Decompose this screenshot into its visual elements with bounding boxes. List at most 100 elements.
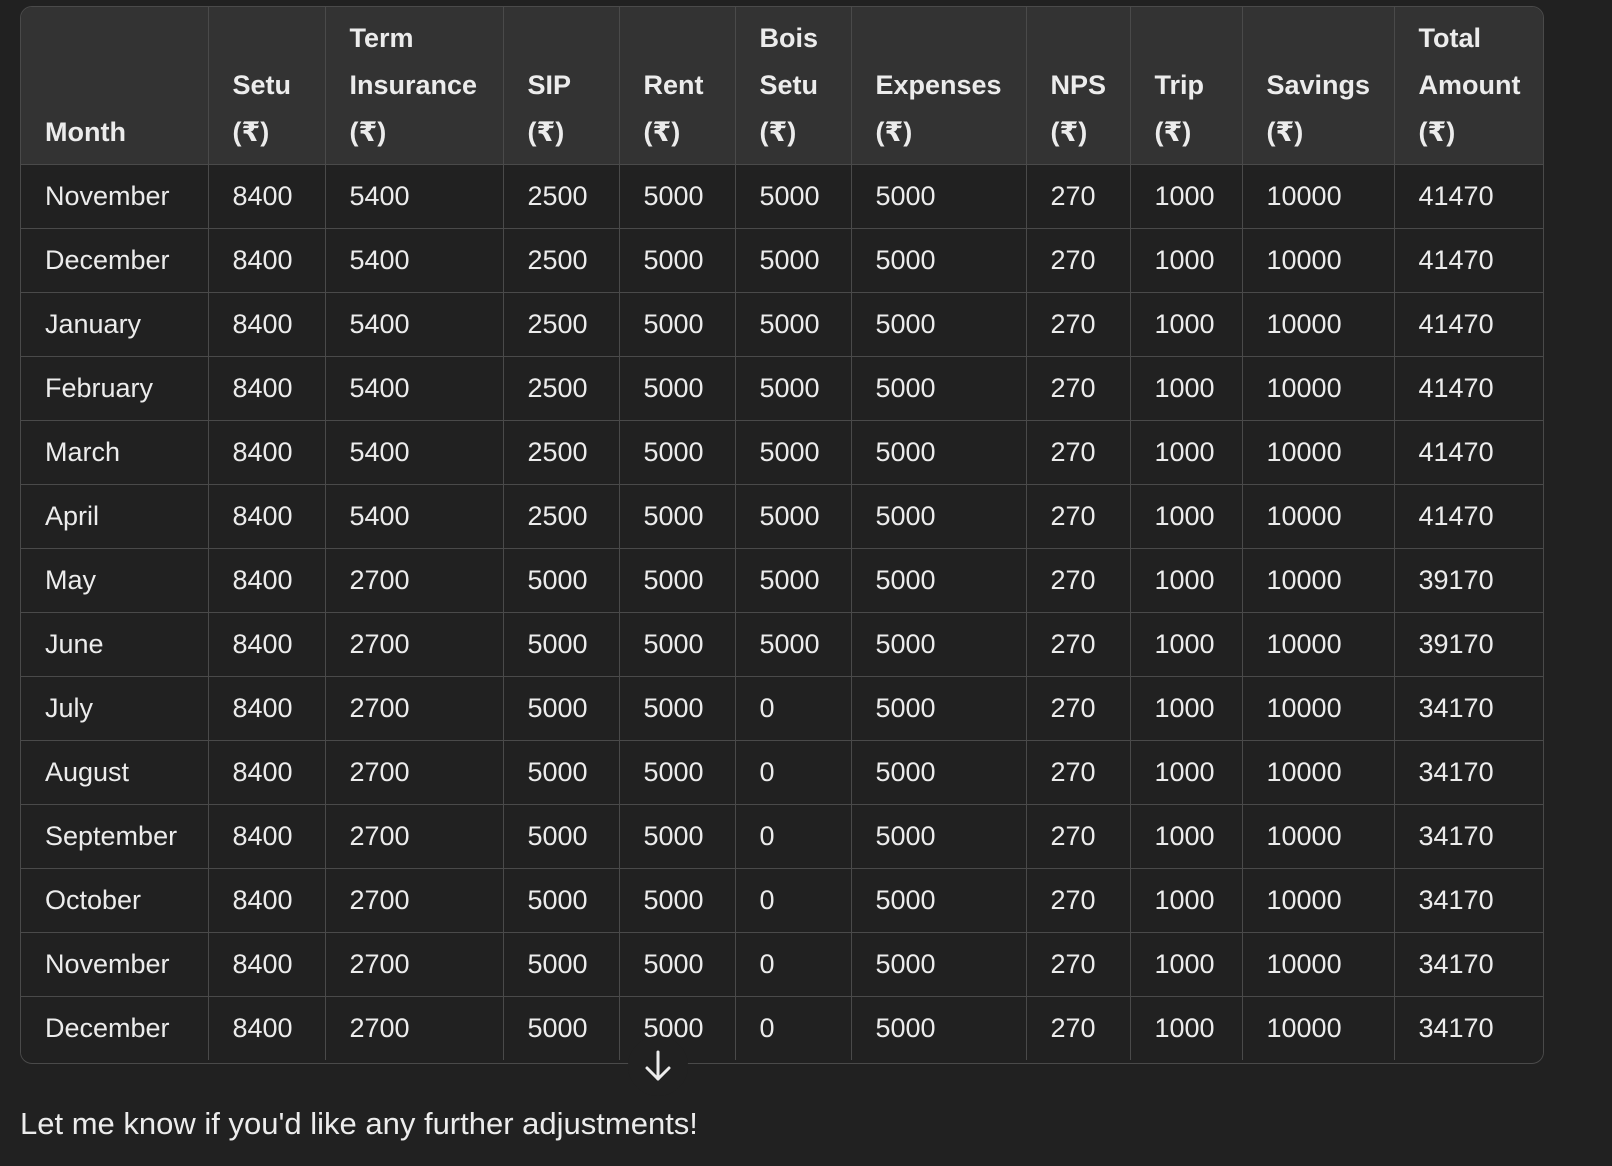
- cell-expenses: 5000: [851, 164, 1027, 229]
- cell-month: November: [21, 164, 209, 229]
- cell-sip: 5000: [503, 804, 620, 869]
- cell-setu: 8400: [208, 484, 326, 549]
- cell-rent: 5000: [619, 356, 736, 421]
- header-row: Month Setu (₹) Term Insurance (₹) SIP (₹) Rent (₹…: [21, 7, 1543, 165]
- cell-expenses: 5000: [851, 356, 1027, 421]
- cell-month: April: [21, 484, 209, 549]
- cell-expenses: 5000: [851, 932, 1027, 997]
- cell-nps: 270: [1026, 740, 1131, 805]
- cell-bois-setu: 0: [735, 932, 852, 997]
- cell-term-insurance: 2700: [325, 932, 504, 997]
- cell-trip: 1000: [1130, 740, 1243, 805]
- cell-nps: 270: [1026, 932, 1131, 997]
- cell-total-amount: 34170: [1394, 868, 1543, 933]
- cell-total-amount: 34170: [1394, 804, 1543, 869]
- cell-bois-setu: 5000: [735, 164, 852, 229]
- cell-bois-setu: 0: [735, 996, 852, 1060]
- cell-sip: 5000: [503, 868, 620, 933]
- cell-setu: 8400: [208, 164, 326, 229]
- cell-nps: 270: [1026, 228, 1131, 293]
- cell-nps: 270: [1026, 996, 1131, 1060]
- table-row: August 8400 2700 5000 5000 0 5000 270 1000 10000 3…: [21, 740, 1543, 805]
- cell-total-amount: 41470: [1394, 484, 1543, 549]
- cell-bois-setu: 5000: [735, 548, 852, 613]
- cell-rent: 5000: [619, 676, 736, 741]
- table-row: March 8400 5400 2500 5000 5000 5000 270 1000 1000…: [21, 420, 1543, 485]
- cell-savings: 10000: [1242, 996, 1395, 1060]
- cell-nps: 270: [1026, 164, 1131, 229]
- cell-total-amount: 34170: [1394, 996, 1543, 1060]
- column-header-line: (₹): [1266, 116, 1304, 147]
- cell-sip: 5000: [503, 676, 620, 741]
- cell-savings: 10000: [1242, 612, 1395, 677]
- cell-setu: 8400: [208, 612, 326, 677]
- cell-expenses: 5000: [851, 548, 1027, 613]
- cell-sip: 5000: [503, 612, 620, 677]
- cell-bois-setu: 5000: [735, 228, 852, 293]
- column-header-line: Month: [45, 116, 126, 147]
- cell-total-amount: 41470: [1394, 356, 1543, 421]
- column-header-line: (₹): [527, 116, 565, 147]
- cell-term-insurance: 2700: [325, 676, 504, 741]
- column-header-line: Setu: [759, 69, 819, 100]
- cell-month: January: [21, 292, 209, 357]
- cell-trip: 1000: [1130, 676, 1243, 741]
- scroll-down-button[interactable]: [628, 1036, 688, 1096]
- cell-expenses: 5000: [851, 228, 1027, 293]
- column-header-bois-setu: Bois Setu (₹): [735, 7, 852, 165]
- cell-sip: 5000: [503, 740, 620, 805]
- cell-trip: 1000: [1130, 292, 1243, 357]
- table-row: December 8400 5400 2500 5000 5000 5000 270 1000 1…: [21, 228, 1543, 293]
- cell-bois-setu: 5000: [735, 356, 852, 421]
- cell-trip: 1000: [1130, 996, 1243, 1060]
- cell-trip: 1000: [1130, 228, 1243, 293]
- cell-trip: 1000: [1130, 804, 1243, 869]
- cell-bois-setu: 5000: [735, 612, 852, 677]
- cell-savings: 10000: [1242, 292, 1395, 357]
- cell-setu: 8400: [208, 676, 326, 741]
- column-header-line: (₹): [759, 116, 797, 147]
- cell-rent: 5000: [619, 612, 736, 677]
- cell-term-insurance: 2700: [325, 740, 504, 805]
- cell-month: December: [21, 228, 209, 293]
- column-header-savings: Savings (₹): [1242, 7, 1395, 165]
- column-header-line: Amount: [1418, 69, 1521, 100]
- table-row: February 8400 5400 2500 5000 5000 5000 270 1000 1…: [21, 356, 1543, 421]
- cell-setu: 8400: [208, 228, 326, 293]
- cell-savings: 10000: [1242, 740, 1395, 805]
- table-header: Month Setu (₹) Term Insurance (₹) SIP (₹) Rent (₹…: [21, 7, 1543, 165]
- cell-bois-setu: 5000: [735, 484, 852, 549]
- cell-sip: 5000: [503, 548, 620, 613]
- column-header-line: Savings: [1266, 69, 1371, 100]
- column-header-line: (₹): [1050, 116, 1088, 147]
- column-header-line: (₹): [349, 116, 387, 147]
- cell-sip: 2500: [503, 484, 620, 549]
- cell-savings: 10000: [1242, 356, 1395, 421]
- cell-expenses: 5000: [851, 420, 1027, 485]
- table-row: November 8400 2700 5000 5000 0 5000 270 1000 1000…: [21, 932, 1543, 997]
- cell-nps: 270: [1026, 484, 1131, 549]
- cell-expenses: 5000: [851, 996, 1027, 1060]
- cell-total-amount: 34170: [1394, 932, 1543, 997]
- cell-trip: 1000: [1130, 420, 1243, 485]
- column-header-line: (₹): [643, 116, 681, 147]
- table-body: November 8400 5400 2500 5000 5000 5000 270 1000 1…: [21, 164, 1543, 1060]
- cell-rent: 5000: [619, 228, 736, 293]
- cell-nps: 270: [1026, 612, 1131, 677]
- budget-table: Month Setu (₹) Term Insurance (₹) SIP (₹) Rent (₹…: [21, 7, 1543, 1060]
- column-header-line: (₹): [232, 116, 270, 147]
- cell-term-insurance: 2700: [325, 548, 504, 613]
- table-row: July 8400 2700 5000 5000 0 5000 270 1000 10000 341…: [21, 676, 1543, 741]
- cell-term-insurance: 2700: [325, 804, 504, 869]
- column-header-line: Total: [1418, 22, 1482, 53]
- cell-nps: 270: [1026, 420, 1131, 485]
- column-header-line: Insurance: [349, 69, 478, 100]
- column-header-nps: NPS (₹): [1026, 7, 1131, 165]
- cell-month: February: [21, 356, 209, 421]
- cell-trip: 1000: [1130, 868, 1243, 933]
- cell-savings: 10000: [1242, 804, 1395, 869]
- cell-setu: 8400: [208, 804, 326, 869]
- column-header-line: Bois: [759, 22, 819, 53]
- column-header-trip: Trip (₹): [1130, 7, 1243, 165]
- cell-setu: 8400: [208, 548, 326, 613]
